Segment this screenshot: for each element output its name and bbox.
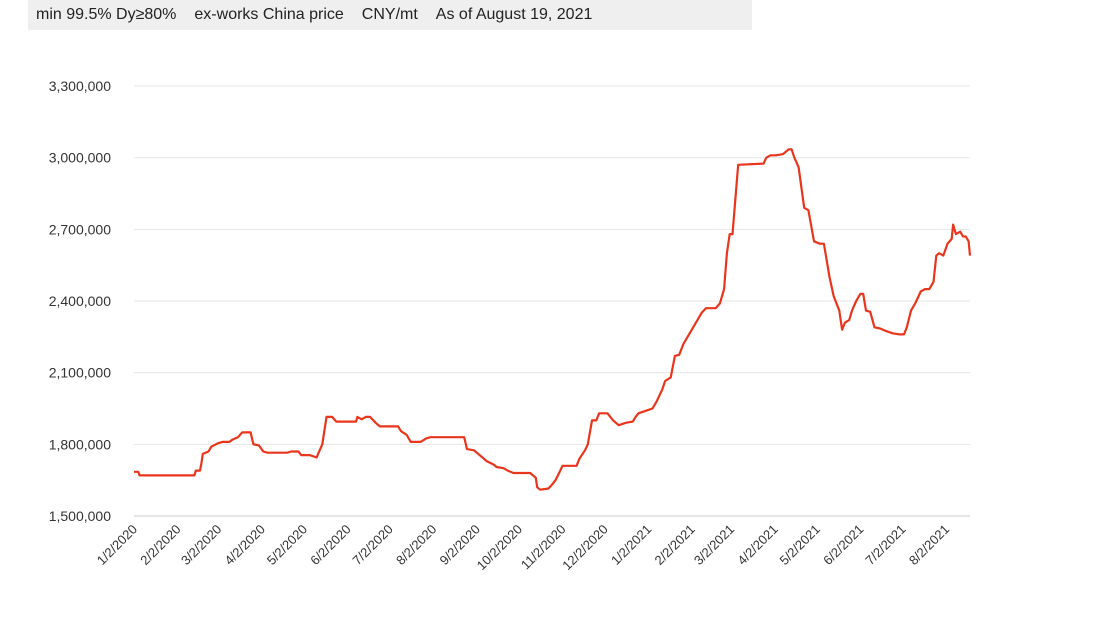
- x-tick-label: 12/2/2020: [559, 522, 611, 574]
- grid-lines: [134, 85, 970, 517]
- series-line: [134, 148, 972, 491]
- y-tick-label: 3,000,000: [49, 150, 111, 166]
- x-tick-label: 4/2/2021: [734, 522, 780, 568]
- x-tick-label: 1/2/2020: [94, 522, 140, 568]
- header-spec: min 99.5% Dy≥80%: [36, 6, 177, 23]
- x-tick-label: 5/2/2020: [264, 522, 310, 568]
- header-as-of: As of August 19, 2021: [435, 6, 593, 23]
- x-tick-label: 2/2/2021: [652, 522, 698, 568]
- x-tick-label: 6/2/2021: [820, 522, 866, 568]
- x-tick-label: 3/2/2020: [178, 522, 224, 568]
- x-tick-label: 3/2/2021: [691, 522, 737, 568]
- x-tick-label: 5/2/2021: [777, 522, 823, 568]
- y-tick-label: 2,700,000: [49, 221, 111, 237]
- x-tick-label: 1/2/2021: [608, 522, 654, 568]
- x-tick-label: 7/2/2021: [862, 522, 908, 568]
- x-axis-ticks: 1/2/20202/2/20203/2/20204/2/20205/2/2020…: [94, 522, 953, 574]
- x-tick-label: 7/2/2020: [349, 522, 395, 568]
- y-tick-label: 3,300,000: [49, 78, 111, 94]
- header-basis: ex-works China price: [194, 6, 344, 23]
- y-tick-label: 2,400,000: [49, 293, 111, 309]
- x-tick-label: 4/2/2020: [222, 522, 268, 568]
- y-tick-label: 2,100,000: [49, 365, 111, 381]
- series-layer: [134, 148, 972, 491]
- x-tick-label: 2/2/2020: [137, 522, 183, 568]
- header-unit: CNY/mt: [361, 6, 418, 23]
- x-tick-label: 10/2/2020: [474, 522, 526, 574]
- y-tick-label: 1,800,000: [49, 436, 111, 452]
- x-tick-label: 8/2/2020: [393, 522, 439, 568]
- y-axis-ticks: 1,500,000 1,800,000 2,100,000 2,400,000 2,70…: [49, 78, 111, 524]
- chart-header-bar: min 99.5% Dy≥80% ex-works China price CN…: [28, 0, 752, 30]
- x-tick-label: 6/2/2020: [307, 522, 353, 568]
- y-tick-label: 1,500,000: [49, 508, 111, 524]
- x-tick-label: 8/2/2021: [906, 522, 952, 568]
